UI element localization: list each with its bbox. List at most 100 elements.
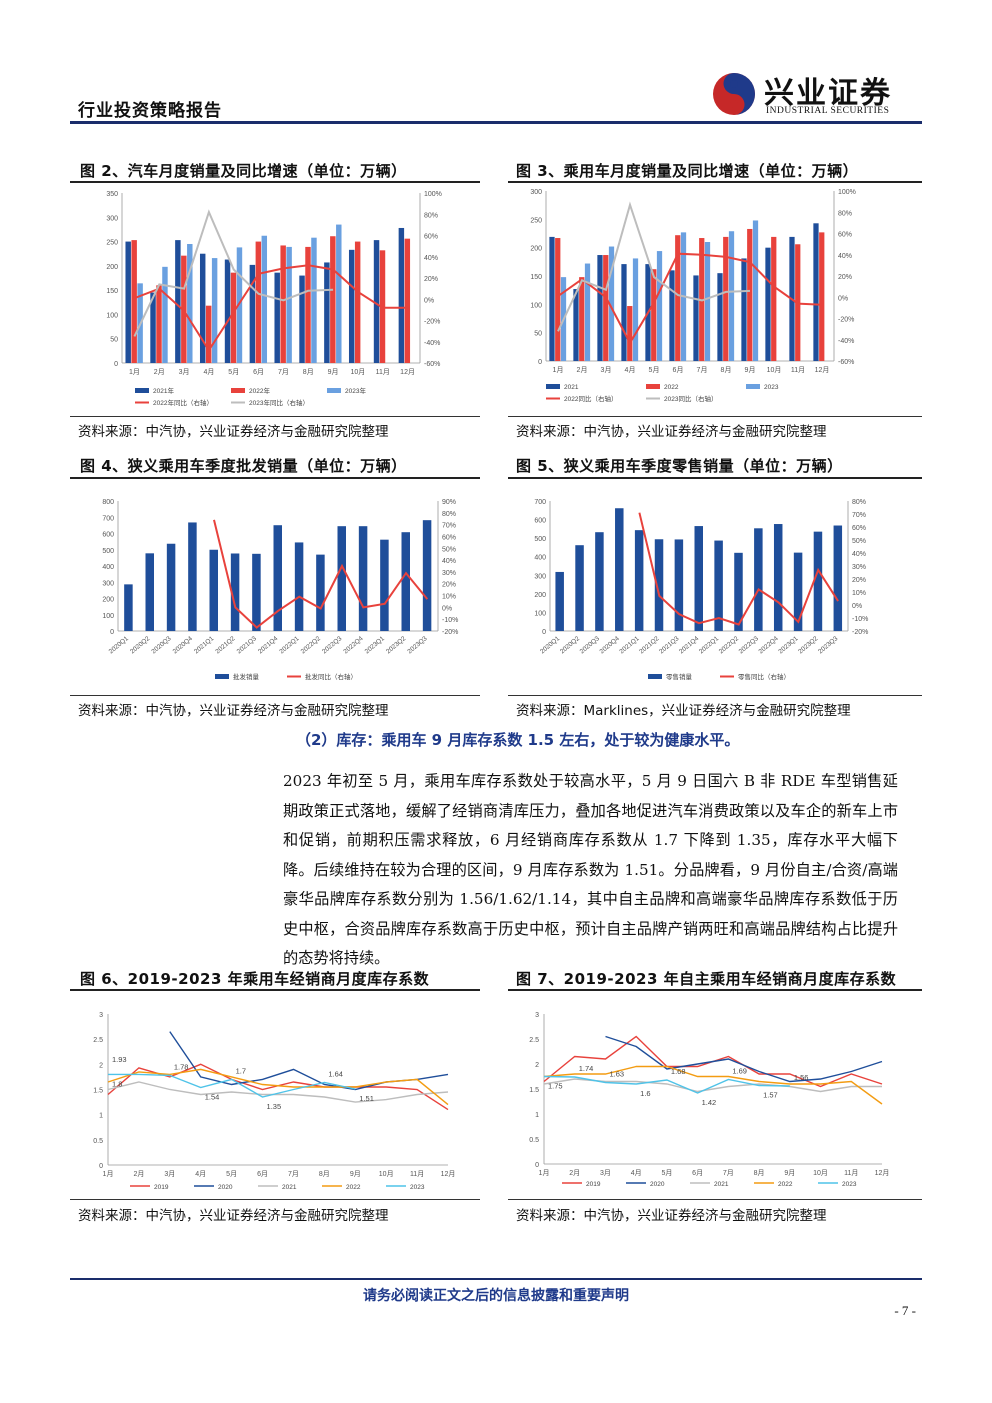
y2-tick-label: 60% [852, 525, 866, 532]
y2-tick-label: 20% [442, 582, 456, 589]
bar [398, 227, 405, 363]
figure-7-chart: 0 0.5 1 1.5 2 2.5 3 1月 2月 3月 4月 5月 6月 7月 8月 9月 10月 11月 12月… [508, 992, 922, 1198]
bar [615, 508, 624, 631]
legend-label: 批发销量 [233, 672, 260, 681]
data-label: 1.54 [205, 1092, 220, 1101]
y2-tick-label: 0% [424, 297, 434, 304]
x-tick-label: 4月 [625, 366, 636, 374]
legend-label: 2021 [714, 1181, 729, 1188]
x-tick-label: 2023Q3 [817, 635, 840, 655]
x-tick-label: 2月 [577, 366, 588, 374]
bar [793, 552, 803, 631]
bar [555, 571, 564, 631]
figure-4-top-rule [70, 477, 480, 479]
y-tick-label: 150 [106, 288, 118, 295]
y-tick-label: 700 [102, 515, 114, 522]
y-tick-label: 0 [535, 1162, 539, 1169]
y-tick-label: 300 [102, 580, 114, 587]
y2-tick-label: 50% [852, 538, 866, 545]
legend-label: 2023 [764, 384, 779, 391]
bar [280, 245, 286, 363]
bar [422, 520, 432, 631]
x-tick-label: 2020Q2 [129, 635, 152, 655]
bar [723, 236, 729, 361]
figure-5-top-rule [508, 477, 922, 479]
figure-5-chart: 0 100 200 300 400 500 600 700 -20% -10% 0% 10% 20% 30… [508, 479, 922, 695]
bar [669, 270, 675, 361]
bar [156, 285, 162, 363]
bar [336, 224, 342, 363]
bar [261, 235, 268, 363]
bar [651, 269, 657, 361]
y-tick-label: 2.5 [529, 1037, 539, 1044]
figure-6-title: 图 6、2019-2023 年乘用车经销商月度库存系数 [80, 970, 430, 988]
bar [693, 275, 699, 361]
bar [603, 255, 609, 361]
figure-2-bottom-rule [70, 416, 480, 417]
x-tick-label: 2月 [569, 1169, 580, 1177]
x-tick-label: 3月 [600, 1169, 611, 1177]
y-tick-label: 1.5 [529, 1087, 539, 1094]
figure-6-bottom-rule [70, 1199, 480, 1200]
x-tick-label: 1月 [539, 1169, 550, 1177]
y-tick-label: 3 [99, 1012, 103, 1019]
y2-tick-label: 60% [442, 534, 456, 541]
x-tick-label: 2021Q1 [193, 635, 216, 655]
y-tick-label: 2.5 [93, 1037, 103, 1044]
bar [656, 251, 663, 361]
x-tick-label: 12月 [400, 368, 415, 376]
bar [833, 525, 843, 631]
x-tick-label: 6月 [692, 1169, 703, 1177]
figure-6-svg: 0 0.5 1 1.5 2 2.5 3 1月 2月 3月 4月 5月 6月 7月 8月 9月 10月 11月 12月… [93, 1012, 455, 1191]
x-tick-label: 2月 [133, 1170, 144, 1178]
x-tick-label: 2020Q1 [539, 635, 562, 655]
figure-4-source: 资料来源：中汽协，兴业证券经济与金融研究院整理 [78, 703, 389, 719]
x-tick-label: 5月 [226, 1170, 237, 1178]
y-tick-label: 700 [534, 499, 546, 506]
figure-4-bottom-rule [70, 695, 480, 696]
x-tick-label: 2023Q1 [364, 635, 387, 655]
bar [324, 262, 330, 363]
figure-2-title: 图 2、汽车月度销量及同比增速（单位：万辆） [80, 162, 407, 180]
figure-7-title: 图 7、2019-2023 年自主乘用车经销商月度库存系数 [516, 970, 897, 988]
y-tick-label: 50 [110, 337, 118, 344]
y-tick-label: 3 [535, 1012, 539, 1019]
legend-swatch [546, 384, 560, 389]
figure-3-top-rule [508, 181, 922, 183]
data-label: 1.51 [359, 1094, 374, 1103]
bar [813, 223, 819, 361]
y2-tick-label: 30% [442, 570, 456, 577]
bar [230, 553, 240, 631]
figure-5-bottom-rule [508, 695, 922, 696]
y2-tick-label: 80% [838, 210, 852, 217]
legend-label: 批发同比（右轴） [305, 672, 357, 681]
x-tick-label: 4月 [631, 1169, 642, 1177]
legend-label: 2021 [282, 1184, 297, 1191]
figure-7-top-rule [508, 989, 922, 991]
data-label: 1.42 [702, 1098, 717, 1107]
bar [819, 232, 825, 361]
x-tick-label: 4月 [203, 368, 214, 376]
x-tick-label: 11月 [376, 368, 390, 376]
x-tick-label: 8月 [303, 368, 314, 376]
bar [714, 540, 723, 631]
legend-swatch [648, 674, 662, 679]
data-label: 1.75 [548, 1082, 563, 1091]
bar [621, 264, 627, 361]
legend-label: 2022年同比（右轴） [153, 398, 213, 407]
logo-english-name: INDUSTRIAL SECURITIES [766, 106, 890, 116]
y-tick-label: 0 [110, 629, 114, 636]
y2-tick-label: -20% [442, 629, 458, 636]
y-tick-label: 2 [535, 1062, 539, 1069]
x-tick-label: 8月 [721, 366, 732, 374]
bar [236, 247, 243, 363]
bar [175, 240, 181, 363]
x-tick-label: 5月 [649, 366, 660, 374]
x-tick-label: 4月 [195, 1170, 206, 1178]
bar [741, 258, 747, 361]
series-line [134, 264, 408, 353]
legend-swatch [231, 388, 245, 393]
bar [597, 255, 603, 361]
y2-tick-label: 0% [442, 605, 452, 612]
data-label: 1.69 [732, 1067, 747, 1076]
